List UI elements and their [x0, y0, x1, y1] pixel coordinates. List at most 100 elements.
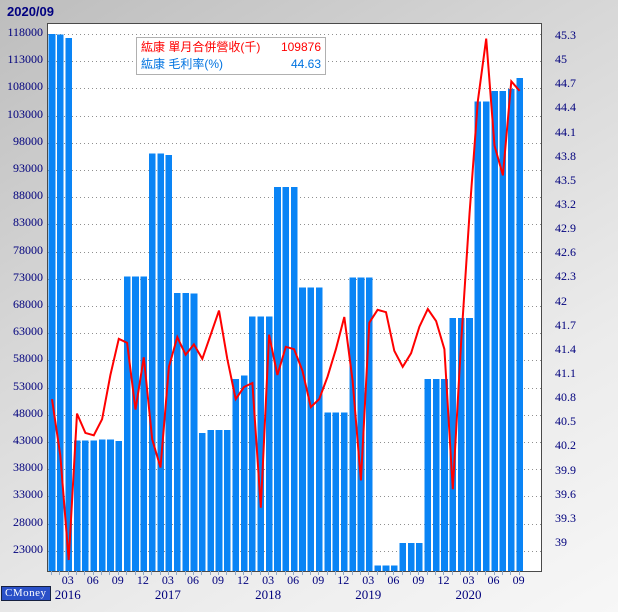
- revenue-bar[interactable]: [82, 440, 89, 571]
- revenue-bar[interactable]: [299, 287, 306, 572]
- legend-revenue-row: 紘康 單月合併營收(千) 109876: [141, 39, 321, 56]
- revenue-bar[interactable]: [499, 91, 507, 571]
- month-tick: [318, 571, 320, 575]
- revenue-bar[interactable]: [265, 316, 273, 571]
- x-axis-month-label: 06: [86, 573, 99, 587]
- revenue-bar[interactable]: [340, 412, 348, 571]
- left-axis-tick-label: 58000: [13, 351, 43, 366]
- revenue-bar[interactable]: [224, 430, 231, 571]
- left-axis-tick-label: 88000: [13, 188, 43, 203]
- revenue-bar[interactable]: [366, 277, 373, 571]
- month-tick: [376, 571, 378, 575]
- legend-revenue-value: 109876: [280, 40, 321, 54]
- revenue-bar[interactable]: [516, 78, 523, 571]
- cmoney-logo[interactable]: CMoney: [1, 586, 51, 601]
- revenue-bar[interactable]: [140, 276, 148, 571]
- revenue-bar[interactable]: [290, 186, 298, 571]
- x-axis-month-label: 03: [262, 573, 275, 587]
- revenue-bar[interactable]: [424, 378, 432, 571]
- revenue-bar[interactable]: [73, 440, 81, 571]
- revenue-bar[interactable]: [182, 292, 189, 571]
- legend-margin-value: 44.63: [290, 57, 321, 71]
- month-tick: [218, 571, 219, 575]
- revenue-bar[interactable]: [507, 88, 515, 571]
- revenue-bar[interactable]: [407, 543, 415, 571]
- revenue-bar[interactable]: [232, 378, 239, 571]
- revenue-bar[interactable]: [466, 317, 473, 571]
- revenue-bar[interactable]: [249, 316, 256, 571]
- month-tick: [476, 571, 478, 575]
- revenue-bar[interactable]: [115, 440, 123, 571]
- revenue-bar[interactable]: [307, 287, 315, 572]
- left-axis-tick-label: 23000: [13, 541, 43, 556]
- month-tick: [293, 571, 295, 575]
- left-axis-tick-label: 83000: [13, 215, 43, 230]
- revenue-bar[interactable]: [48, 34, 56, 571]
- revenue-bar[interactable]: [274, 186, 281, 571]
- revenue-bar[interactable]: [157, 153, 164, 571]
- revenue-bar[interactable]: [257, 316, 265, 571]
- revenue-bar[interactable]: [240, 375, 248, 571]
- revenue-bar[interactable]: [491, 91, 498, 571]
- revenue-bar[interactable]: [65, 37, 72, 571]
- month-tick: [284, 571, 286, 575]
- revenue-bar[interactable]: [190, 293, 198, 571]
- right-axis-tick-label: 44.4: [555, 100, 576, 115]
- revenue-bar[interactable]: [107, 439, 114, 571]
- month-tick: [468, 571, 470, 575]
- right-axis-tick-label: 42.6: [555, 245, 576, 260]
- revenue-bar[interactable]: [399, 543, 406, 571]
- month-tick: [117, 571, 119, 575]
- plot-area[interactable]: [47, 23, 542, 572]
- month-tick: [209, 571, 211, 575]
- revenue-bar[interactable]: [90, 440, 98, 571]
- month-tick: [184, 571, 186, 575]
- revenue-bar[interactable]: [449, 317, 457, 571]
- revenue-bar[interactable]: [349, 277, 356, 571]
- revenue-bar[interactable]: [374, 565, 381, 571]
- month-tick: [518, 571, 520, 575]
- chart-canvas: [48, 34, 541, 572]
- revenue-bar[interactable]: [165, 154, 173, 571]
- month-tick: [192, 571, 194, 575]
- right-axis-tick-label: 43.2: [555, 196, 576, 211]
- revenue-bar[interactable]: [215, 430, 223, 571]
- revenue-bar[interactable]: [482, 101, 490, 571]
- revenue-bar[interactable]: [324, 412, 331, 571]
- month-tick: [510, 571, 512, 575]
- left-axis-tick-label: 78000: [13, 242, 43, 257]
- month-tick: [226, 571, 228, 575]
- revenue-bar[interactable]: [207, 430, 214, 571]
- revenue-bar[interactable]: [441, 378, 448, 571]
- revenue-bar[interactable]: [282, 186, 290, 571]
- revenue-bar[interactable]: [357, 277, 365, 571]
- month-tick: [251, 571, 253, 575]
- revenue-bar[interactable]: [123, 276, 131, 571]
- revenue-bar[interactable]: [432, 378, 440, 571]
- month-tick: [343, 571, 345, 575]
- revenue-bar[interactable]: [474, 101, 482, 571]
- margin-line[interactable]: [51, 38, 521, 561]
- revenue-bar[interactable]: [457, 317, 465, 571]
- legend-box: 紘康 單月合併營收(千) 109876 紘康 毛利率(%) 44.63: [136, 37, 326, 75]
- revenue-bar[interactable]: [199, 432, 206, 571]
- right-axis-tick-label: 42: [555, 293, 567, 308]
- month-tick: [385, 571, 386, 575]
- revenue-bar[interactable]: [315, 287, 323, 572]
- revenue-bar[interactable]: [98, 439, 106, 571]
- revenue-bar[interactable]: [416, 543, 423, 571]
- revenue-bar[interactable]: [173, 292, 181, 571]
- month-tick: [159, 571, 161, 575]
- month-tick: [51, 571, 52, 575]
- month-tick: [426, 571, 428, 575]
- revenue-bar[interactable]: [332, 412, 340, 571]
- revenue-bar[interactable]: [132, 276, 139, 571]
- revenue-bar[interactable]: [391, 565, 398, 571]
- revenue-bar[interactable]: [382, 565, 390, 571]
- right-axis-tick-label: 40.2: [555, 438, 576, 453]
- month-tick: [268, 571, 270, 575]
- revenue-bar[interactable]: [148, 153, 156, 571]
- month-tick: [243, 571, 245, 575]
- revenue-bar[interactable]: [57, 34, 64, 571]
